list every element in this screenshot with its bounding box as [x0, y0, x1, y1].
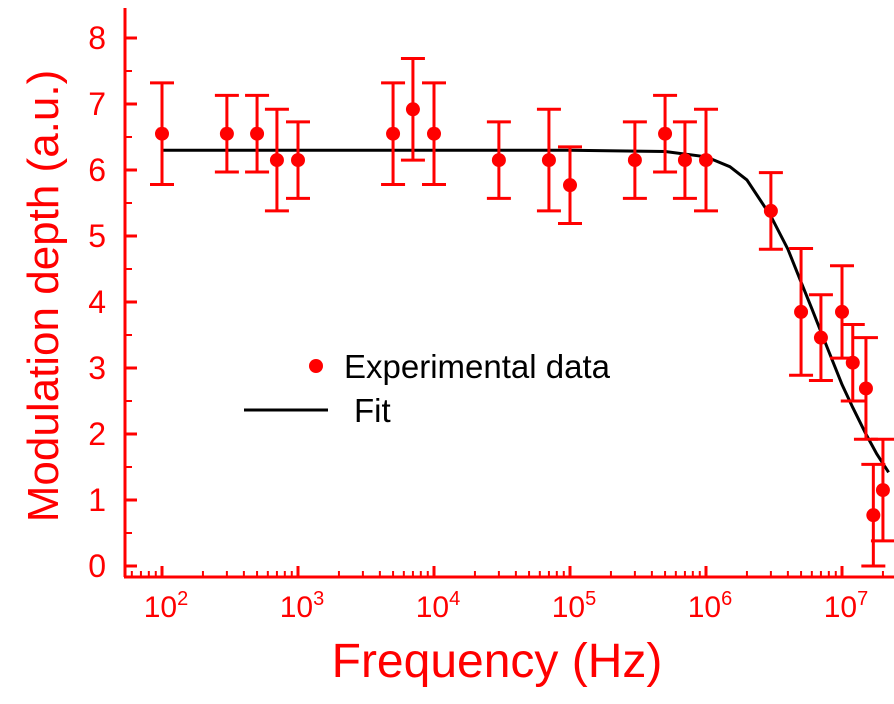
data-point: [627, 153, 642, 168]
data-point-group: [214, 93, 239, 174]
fit-line: [162, 148, 890, 474]
axes: [123, 8, 894, 579]
data-point-group: [653, 93, 678, 174]
x-axis-label: Frequency (Hz): [332, 635, 663, 688]
data-point-group: [486, 120, 511, 200]
legend-marker-experimental: [309, 359, 323, 373]
y-tick-label: 8: [88, 20, 106, 56]
data-point-group: [853, 336, 878, 441]
data-point-group: [400, 56, 425, 162]
y-tick-label: 0: [88, 548, 106, 584]
data-point: [405, 102, 420, 117]
data-point-group: [381, 81, 406, 187]
y-tick-label: 3: [88, 350, 106, 386]
data-point: [813, 330, 828, 345]
y-ticks: 0 1 2 3 4 5 6 7 8: [88, 20, 137, 584]
data-point-group: [840, 322, 865, 403]
data-point: [658, 126, 673, 141]
data-point-group: [286, 120, 310, 200]
data-point: [155, 126, 169, 141]
data-point: [563, 178, 577, 193]
y-tick-label: 4: [88, 284, 106, 320]
data-point: [291, 153, 305, 168]
data-point: [269, 153, 284, 168]
data-point: [386, 126, 401, 141]
y-tick-label: 5: [88, 218, 106, 254]
y-tick-label: 7: [88, 86, 106, 122]
data-point: [677, 153, 692, 168]
x-tick-label: 103: [280, 588, 325, 624]
x-tick-label: 107: [824, 588, 869, 624]
legend-label-experimental: Experimental data: [344, 348, 611, 385]
data-point-group: [672, 120, 697, 200]
fit-layer: [162, 148, 890, 474]
data-point-group: [808, 293, 833, 383]
data-point: [866, 508, 881, 523]
x-ticks: 102 103 104 105 106 107: [130, 566, 884, 624]
data-point-group: [622, 120, 647, 200]
data-point-group: [422, 81, 446, 187]
data-point: [794, 304, 809, 319]
data-point: [835, 304, 849, 319]
data-point-group: [264, 107, 289, 213]
data-point-group: [245, 93, 270, 174]
data-point: [845, 355, 860, 370]
data-point-group: [536, 107, 561, 213]
x-tick-label: 104: [416, 588, 461, 624]
y-tick-label: 6: [88, 152, 106, 188]
x-tick-label: 105: [552, 588, 597, 624]
data-point-group: [861, 462, 886, 568]
x-tick-label: 106: [688, 588, 733, 624]
y-tick-label: 2: [88, 416, 106, 452]
data-point: [541, 153, 556, 168]
data-point: [491, 153, 506, 168]
data-point: [763, 203, 778, 218]
data-point-group: [558, 145, 582, 225]
data-point: [875, 483, 890, 498]
data-point-group: [150, 81, 174, 187]
points-layer: [150, 56, 894, 568]
data-point-group: [830, 264, 854, 360]
data-point-group: [789, 247, 814, 377]
data-point: [427, 126, 441, 141]
legend: Experimental data Fit: [244, 348, 611, 429]
data-point-group: [758, 171, 783, 251]
x-tick-label: 102: [144, 588, 189, 624]
data-point-group: [694, 107, 718, 213]
data-point-group: [870, 437, 894, 543]
y-axis-label: Modulation depth (a.u.): [19, 70, 68, 523]
y-tick-label: 1: [88, 482, 106, 518]
data-point: [250, 126, 265, 141]
legend-label-fit: Fit: [354, 392, 391, 429]
data-point: [699, 153, 713, 168]
data-point: [858, 381, 873, 396]
data-point: [219, 126, 234, 141]
